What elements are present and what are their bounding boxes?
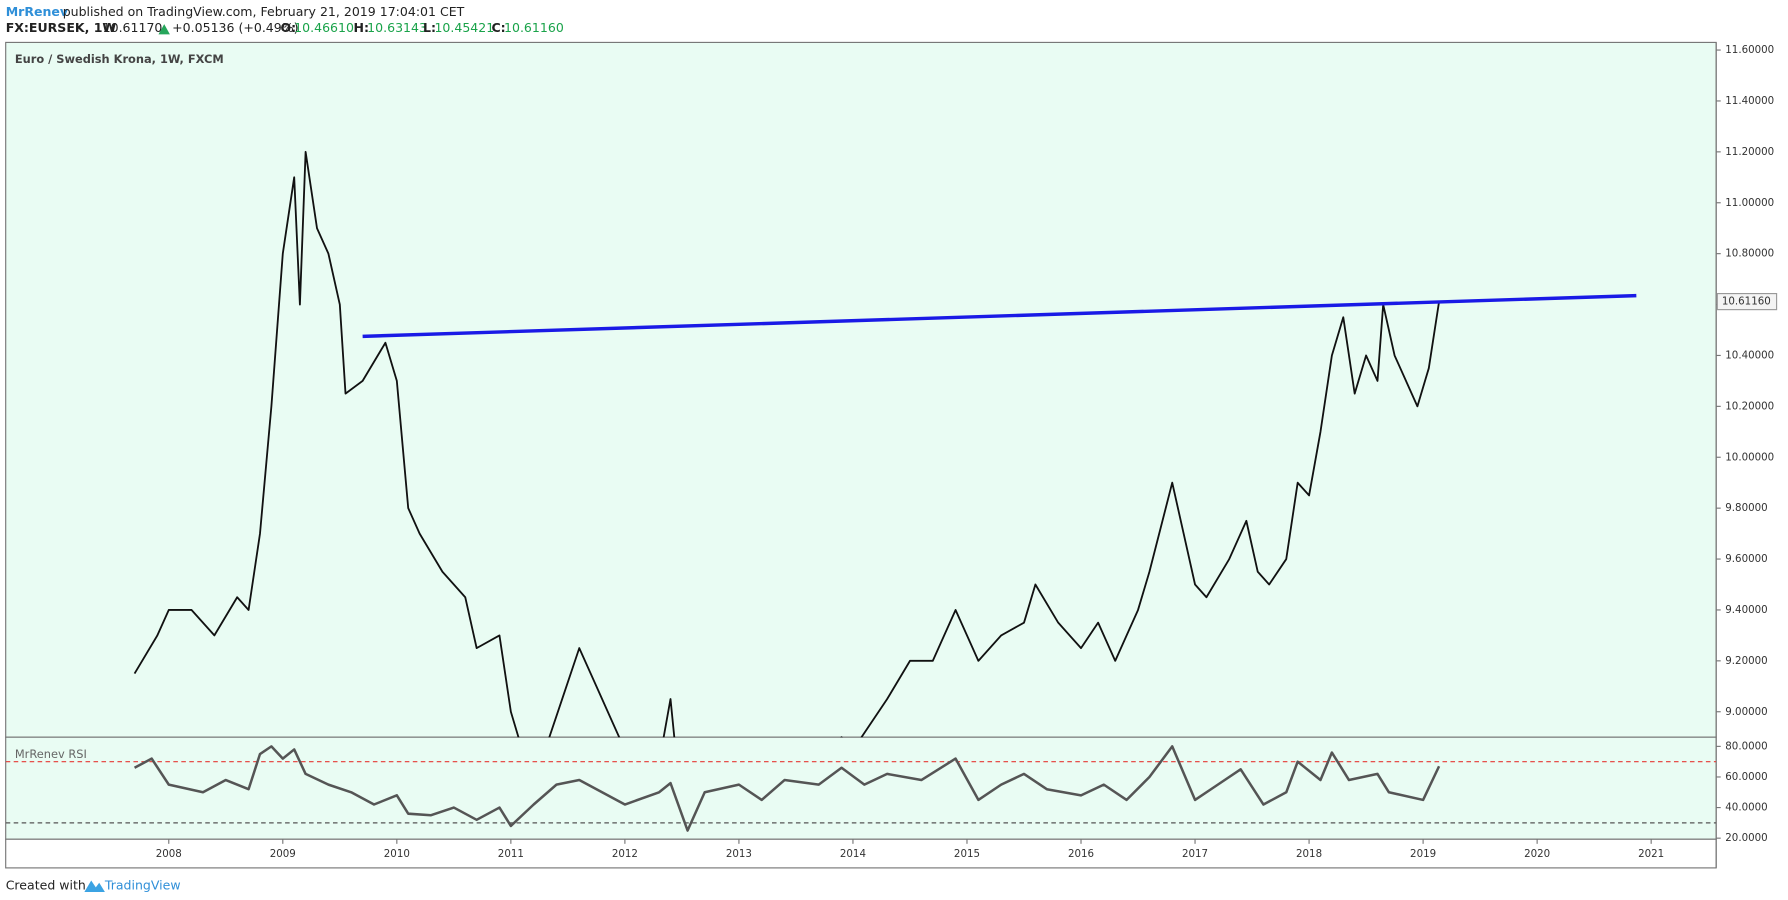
x-tick-label: 2014 [840,848,866,860]
last-price-label: 10.61160 [1722,296,1771,308]
up-arrow [158,24,170,35]
rsi-pane [5,736,1717,840]
rsi-plot [5,745,1717,832]
axes: 9.00000 9.20000 9.40000 9.60000 9.80000 10.00… [156,44,1778,860]
y-tick-label: 11.40000 [1725,95,1774,107]
y-tick-label: 10.40000 [1725,349,1774,361]
y-tick-label: 11.00000 [1725,197,1774,209]
price-plot [133,150,1637,738]
y-tick-label: 20.0000 [1725,832,1767,844]
y-tick-label: 80.0000 [1725,740,1767,752]
h-label: H: [353,20,369,35]
x-tick-label: 2008 [156,848,182,860]
y-tick-label: 9.00000 [1725,706,1767,718]
y-tick-label: 10.20000 [1725,400,1774,412]
c-value: 10.61160 [504,20,564,35]
o-label: O: [281,20,297,35]
footer-brand[interactable]: TradingView [104,878,181,893]
y-tick-label: 9.80000 [1725,502,1767,514]
y-tick-label: 40.0000 [1725,802,1767,814]
h-value: 10.63143 [367,20,427,35]
x-tick-label: 2018 [1296,848,1322,860]
price: 10.61170 [103,20,163,35]
change: +0.05136 (+0.49%) [172,20,298,35]
last-price-box [1716,293,1778,311]
y-tick-label: 10.80000 [1725,248,1774,260]
y-tick-label: 9.60000 [1725,553,1767,565]
o-value: 10.46610 [294,20,354,35]
x-tick-label: 2019 [1410,848,1436,860]
x-tick-label: 2015 [954,848,980,860]
l-value: 10.45421 [434,20,494,35]
y-tick-label: 11.60000 [1725,44,1774,56]
trend-line [362,293,1637,339]
y-tick-label: 11.20000 [1725,146,1774,158]
author[interactable]: MrRenev [6,4,68,19]
series-line [133,745,1441,832]
y-tick-label: 9.20000 [1725,655,1767,667]
series-line [133,150,1440,738]
y-tick-label: 10.00000 [1725,451,1774,463]
x-tick-label: 2020 [1524,848,1550,860]
published: published on TradingView.com, February 2… [63,4,465,19]
x-tick-label: 2016 [1068,848,1094,860]
x-tick-label: 2009 [270,848,296,860]
footer-text: Created with [6,878,86,893]
y-tick-label: 60.0000 [1725,771,1767,783]
rsi-title: MrRenev RSI [15,747,87,761]
x-tick-label: 2012 [612,848,638,860]
symbol: FX:EURSEK, 1W [6,20,117,35]
chart-title: Euro / Swedish Krona, 1W, FXCM [15,52,224,66]
l-label: L: [423,20,436,35]
x-tick-label: 2017 [1182,848,1208,860]
brand-logo [84,880,105,892]
x-tick-label: 2021 [1638,848,1664,860]
c-label: C: [491,20,505,35]
x-tick-label: 2011 [498,848,524,860]
y-tick-label: 9.40000 [1725,604,1767,616]
x-tick-label: 2010 [384,848,410,860]
price-pane [5,41,1717,738]
x-tick-label: 2013 [726,848,752,860]
